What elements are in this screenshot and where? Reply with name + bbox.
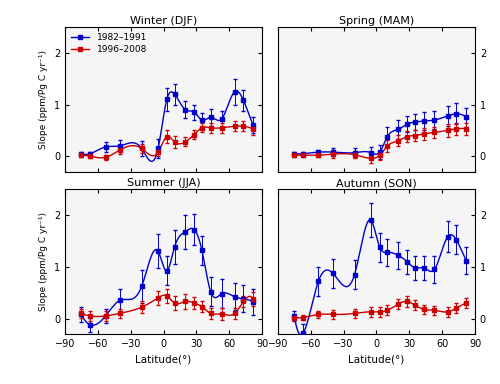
X-axis label: Latitude(°): Latitude(°) <box>136 354 192 364</box>
Y-axis label: Slope (ppm/Pg C yr⁻¹): Slope (ppm/Pg C yr⁻¹) <box>40 50 48 149</box>
X-axis label: Latitude(°): Latitude(°) <box>348 354 405 364</box>
Title: Autumn (SON): Autumn (SON) <box>336 179 417 189</box>
Title: Summer (JJA): Summer (JJA) <box>126 179 200 189</box>
Title: Winter (DJF): Winter (DJF) <box>130 16 197 26</box>
Legend: 1982–1991, 1996–2008: 1982–1991, 1996–2008 <box>70 31 149 56</box>
Title: Spring (MAM): Spring (MAM) <box>339 16 414 26</box>
Y-axis label: Slope (ppm/Pg C yr⁻¹): Slope (ppm/Pg C yr⁻¹) <box>40 212 48 311</box>
